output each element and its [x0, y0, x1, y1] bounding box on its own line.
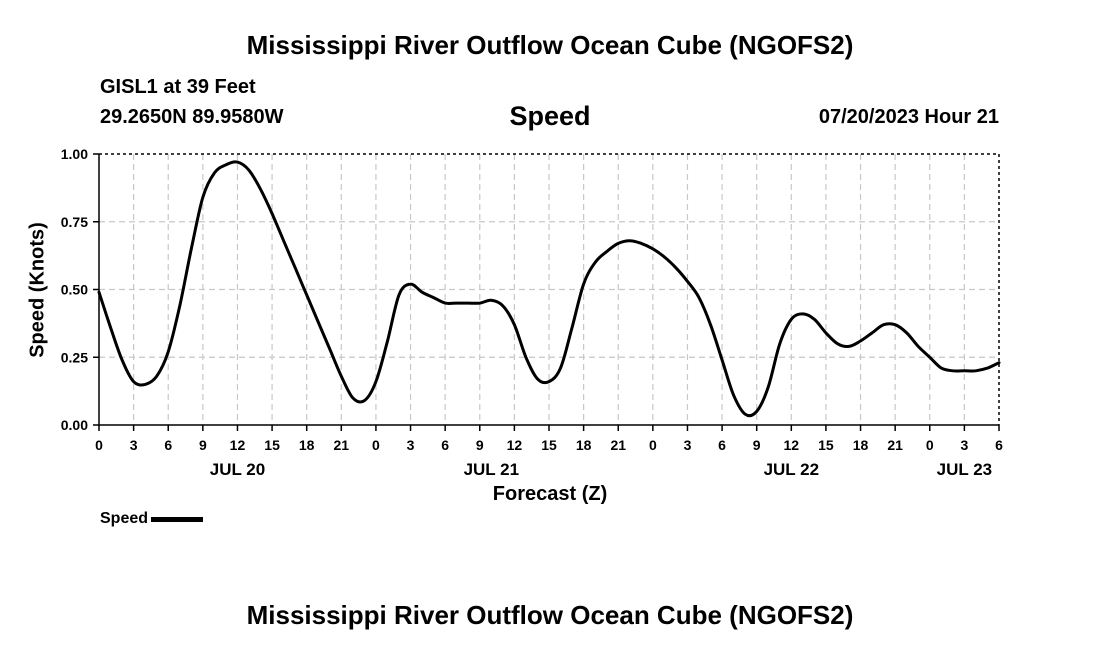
chart-title: Speed	[509, 101, 591, 131]
x-tick-label: 21	[334, 437, 350, 453]
x-tick-label: 6	[164, 437, 172, 453]
station-label: GISL1 at 39 Feet	[100, 76, 256, 98]
x-tick-label: 21	[610, 437, 626, 453]
x-tick-label: 0	[372, 437, 380, 453]
legend-swatch	[151, 516, 204, 522]
x-tick-label: 18	[853, 437, 869, 453]
x-tick-label: 3	[130, 437, 138, 453]
coordinates-label: 29.2650N 89.9580W	[100, 106, 284, 128]
x-tick-label: 0	[926, 437, 934, 453]
x-axis-label: Forecast (Z)	[492, 483, 608, 505]
x-tick-label: 6	[995, 437, 1003, 453]
speed-series-line	[97, 160, 1001, 418]
x-tick-label: 0	[649, 437, 657, 453]
x-tick-label: 3	[684, 437, 692, 453]
date-label: JUL 21	[464, 460, 519, 479]
date-label: JUL 23	[937, 460, 992, 479]
x-tick-label: 18	[576, 437, 592, 453]
x-tick-label: 6	[441, 437, 449, 453]
y-tick-label: 0.00	[61, 417, 88, 433]
x-tick-label: 9	[199, 437, 207, 453]
x-tick-label: 9	[753, 437, 761, 453]
x-tick-label: 9	[476, 437, 484, 453]
legend: Speed	[100, 510, 204, 528]
x-tick-label: 0	[95, 437, 103, 453]
date-label: JUL 20	[210, 460, 265, 479]
x-tick-label: 6	[718, 437, 726, 453]
x-tick-label: 15	[264, 437, 280, 453]
y-tick-label: 1.00	[61, 146, 88, 162]
x-tick-label: 3	[407, 437, 415, 453]
x-tick-label: 21	[887, 437, 903, 453]
y-tick-label: 0.25	[61, 349, 88, 365]
footer-title: Mississippi River Outflow Ocean Cube (NG…	[246, 600, 854, 630]
date-label: JUL 22	[764, 460, 819, 479]
legend-label: Speed	[100, 510, 149, 527]
x-tick-label: 12	[784, 437, 800, 453]
x-tick-label: 3	[960, 437, 968, 453]
x-tick-label: 18	[299, 437, 315, 453]
x-tick-label: 15	[818, 437, 834, 453]
x-tick-label: 15	[541, 437, 557, 453]
forecast-datetime: 07/20/2023 Hour 21	[818, 106, 999, 128]
x-tick-label: 12	[507, 437, 523, 453]
y-tick-label: 0.50	[61, 282, 88, 298]
x-tick-label: 12	[230, 437, 246, 453]
main-title: Mississippi River Outflow Ocean Cube (NG…	[246, 30, 854, 60]
y-tick-label: 0.75	[61, 214, 88, 230]
